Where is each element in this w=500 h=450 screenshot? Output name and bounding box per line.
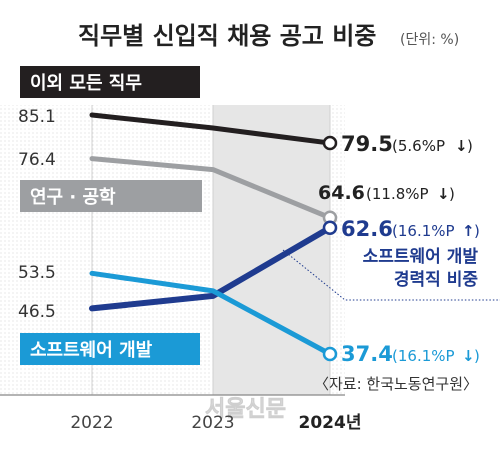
- end-arrow-software: ↓: [462, 347, 475, 365]
- series-line-software: [89, 270, 333, 357]
- end-value-software: 37.4: [341, 342, 393, 366]
- watermark: 서울신문: [205, 397, 286, 422]
- annotation-leader-line: [282, 249, 500, 301]
- end-close-research: ): [449, 185, 455, 203]
- end-change-research: (11.8%P: [366, 185, 429, 203]
- start-label-research: 76.4: [18, 150, 56, 170]
- series-label-research: 연구 · 공학: [30, 186, 116, 208]
- start-label-software-career: 46.5: [18, 302, 56, 322]
- series-label-software: 소프트웨어 개발: [30, 340, 153, 361]
- end-close-software-career: ): [474, 222, 480, 240]
- source-note: 〈자료: 한국노동연구원〉: [314, 375, 478, 393]
- end-change-software-career: (16.1%P: [392, 222, 455, 240]
- series-line-research: [89, 156, 333, 221]
- series-label-other: 이외 모든 직무: [30, 73, 142, 94]
- end-arrow-other: ↓: [455, 137, 468, 155]
- end-change-software: (16.1%P: [392, 347, 455, 365]
- series-label-software-career-line2: 경력직 비중: [394, 270, 478, 290]
- start-label-other: 85.1: [18, 107, 56, 127]
- end-marker-software-career: [322, 220, 338, 235]
- series-markers: [322, 135, 338, 362]
- x-tick-2022: 2022: [70, 413, 113, 433]
- end-close-software: ): [474, 347, 480, 365]
- end-close-other: ): [467, 137, 473, 155]
- x-tick-2023: 2023: [191, 413, 234, 433]
- highlight-band: [213, 105, 330, 395]
- end-value-software-career: 62.6: [341, 217, 393, 241]
- end-value-research: 64.6: [318, 182, 365, 204]
- end-marker-software: [322, 346, 338, 362]
- chart-unit: (단위: %): [400, 32, 459, 48]
- series-lines: [89, 112, 333, 357]
- chart-title: 직무별 신입직 채용 공고 비중: [78, 22, 376, 50]
- end-change-other: (5.6%P: [392, 137, 445, 155]
- series-label-box-software: [20, 333, 200, 365]
- x-tick-2024: 2024년: [299, 413, 362, 433]
- series-line-other: [89, 112, 333, 146]
- end-value-other: 79.5: [341, 132, 393, 156]
- series-label-box-research: [20, 180, 202, 212]
- end-arrow-research: ↓: [437, 185, 450, 203]
- series-label-software-career-line1: 소프트웨어 개발: [363, 247, 479, 267]
- start-label-software: 53.5: [18, 263, 56, 283]
- series-label-box-other: [20, 66, 200, 98]
- end-marker-other: [322, 135, 338, 151]
- end-arrow-software-career: ↑: [462, 222, 475, 240]
- series-line-software-career: [89, 224, 333, 312]
